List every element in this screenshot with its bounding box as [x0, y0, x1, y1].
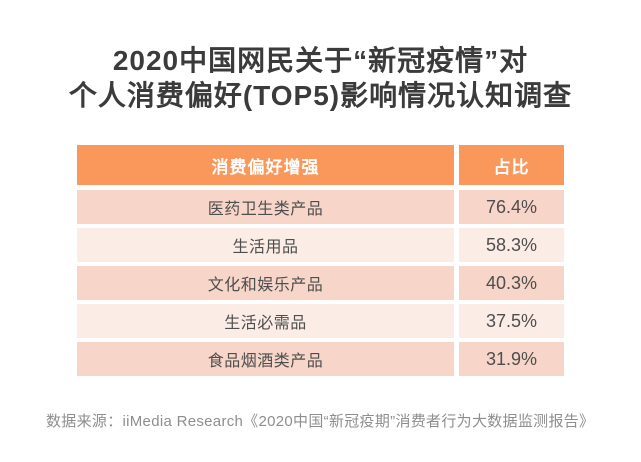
- page-title-line2: 个人消费偏好(TOP5)影响情况认知调查: [68, 80, 573, 111]
- table-row: 医药卫生类产品 76.4%: [77, 190, 564, 224]
- row-value: 58.3%: [459, 228, 564, 262]
- page-title-line1: 2020中国网民关于“新冠疫情”对: [112, 45, 529, 76]
- table-row: 食品烟酒类产品 31.9%: [77, 342, 564, 376]
- row-value: 31.9%: [459, 342, 564, 376]
- row-value: 76.4%: [459, 190, 564, 224]
- row-value: 40.3%: [459, 266, 564, 300]
- header-cell-category: 消费偏好增强: [77, 145, 454, 185]
- table-header-row: 消费偏好增强 占比: [77, 145, 564, 185]
- table-row: 生活用品 58.3%: [77, 228, 564, 262]
- source-note: 数据来源：iiMedia Research《2020中国“新冠疫期”消费者行为大…: [46, 413, 595, 430]
- table-row: 生活必需品 37.5%: [77, 304, 564, 338]
- row-value: 37.5%: [459, 304, 564, 338]
- table-row: 文化和娱乐产品 40.3%: [77, 266, 564, 300]
- row-label: 食品烟酒类产品: [77, 342, 454, 376]
- survey-table: 消费偏好增强 占比 医药卫生类产品 76.4% 生活用品 58.3% 文化和娱乐…: [77, 145, 564, 380]
- row-label: 医药卫生类产品: [77, 190, 454, 224]
- page-title: 2020中国网民关于“新冠疫情”对 个人消费偏好(TOP5)影响情况认知调查: [0, 43, 641, 113]
- row-label: 生活用品: [77, 228, 454, 262]
- header-cell-share: 占比: [459, 145, 564, 185]
- row-label: 文化和娱乐产品: [77, 266, 454, 300]
- row-label: 生活必需品: [77, 304, 454, 338]
